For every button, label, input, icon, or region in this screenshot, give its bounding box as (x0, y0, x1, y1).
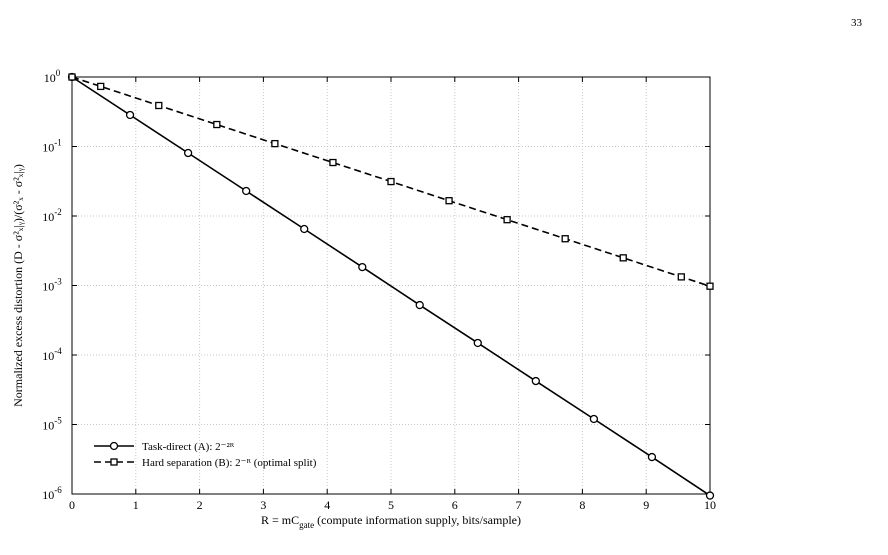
y-tick-exponent: 0 (56, 68, 61, 78)
y-tick-base: 10 (42, 419, 54, 433)
x-tick-label: 0 (69, 498, 75, 512)
y-tick-exponent: -1 (54, 138, 62, 148)
data-point (415, 300, 424, 310)
legend-label: Hard separation (B): 2⁻ᴿ (optimal split) (142, 457, 317, 469)
x-label-subscript: gate (299, 520, 314, 530)
data-point (561, 235, 569, 243)
x-label-part: R = mC (261, 513, 299, 527)
y-tick-exponent: -5 (54, 416, 62, 426)
data-point (503, 216, 511, 224)
y-tick-label: 10-5 (42, 416, 62, 433)
y-tick-base: 10 (42, 280, 54, 294)
series-line (71, 76, 711, 497)
y-tick-base: 10 (42, 349, 54, 363)
legend-label: Task-direct (A): 2⁻²ᴿ (142, 441, 235, 453)
y-tick-label: 10-6 (42, 485, 62, 502)
x-tick-label: 6 (452, 498, 458, 512)
data-point (329, 158, 337, 167)
y-tick-label: 10-4 (42, 346, 62, 363)
x-tick-label: 8 (579, 498, 585, 512)
x-tick-label: 3 (260, 498, 266, 512)
data-point (445, 197, 453, 205)
x-tick-label: 2 (197, 498, 203, 512)
y-axis-label: Normalized excess distortion (D - σ²ₓ|ᵧ)… (11, 164, 25, 407)
data-point (706, 282, 714, 290)
y-tick-exponent: -6 (54, 485, 62, 495)
legend-marker (109, 441, 119, 451)
data-point (183, 148, 193, 158)
data-point (677, 273, 685, 281)
data-point (358, 262, 367, 272)
data-point (125, 110, 135, 120)
y-tick-exponent: -3 (54, 277, 62, 287)
data-point (589, 414, 599, 424)
x-tick-label: 7 (516, 498, 522, 512)
y-tick-label: 100 (44, 68, 61, 85)
x-label-part: (compute information supply, bits/sample… (314, 513, 521, 527)
y-tick-exponent: -4 (54, 346, 62, 356)
data-point (619, 254, 627, 262)
data-point (705, 491, 715, 500)
data-point (97, 82, 105, 91)
y-tick-base: 10 (44, 71, 56, 85)
y-tick-exponent: -2 (54, 207, 62, 217)
data-point (155, 101, 163, 110)
y-tick-label: 10-1 (42, 138, 62, 155)
data-point (242, 186, 251, 196)
data-point (271, 139, 279, 148)
data-point (647, 452, 657, 462)
y-tick-label: 10-3 (42, 277, 62, 294)
data-point (473, 338, 482, 348)
y-tick-label: 10-2 (42, 207, 62, 224)
x-axis-label: R = mCgate (compute information supply, … (261, 513, 521, 530)
y-tick-base: 10 (42, 141, 54, 155)
data-point (387, 177, 395, 186)
x-tick-label: 4 (324, 498, 330, 512)
x-tick-label: 10 (704, 498, 716, 512)
x-tick-label: 5 (388, 498, 394, 512)
y-tick-base: 10 (42, 210, 54, 224)
x-tick-label: 1 (133, 498, 139, 512)
x-tick-label: 9 (643, 498, 649, 512)
data-point (68, 73, 76, 81)
legend-marker (110, 458, 118, 466)
data-point (300, 224, 309, 234)
page-number: 33 (851, 17, 863, 29)
y-tick-base: 10 (42, 488, 54, 502)
data-point (531, 376, 540, 386)
data-point (213, 120, 221, 129)
